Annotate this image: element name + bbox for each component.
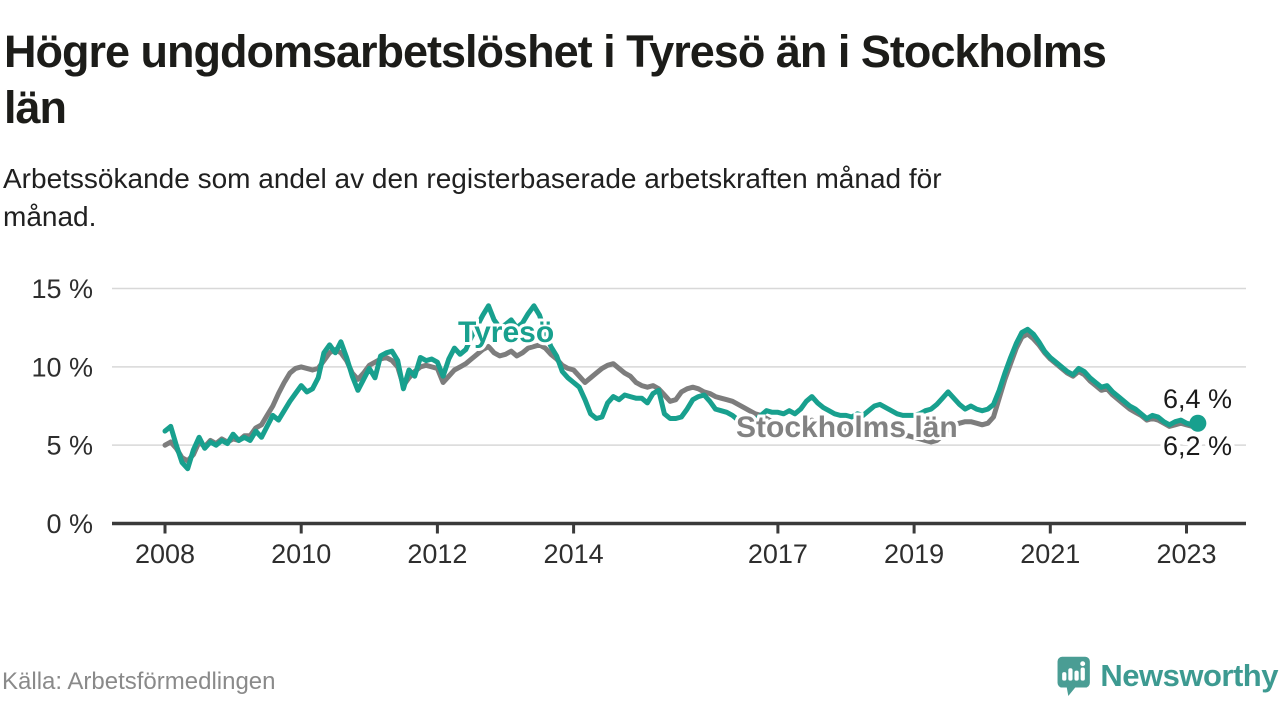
x-axis-label-2017: 2017 [748,539,808,569]
y-axis-label-0: 0 % [46,509,93,539]
end-value-label-stockholms-lan: 6,2 % [1163,431,1232,461]
x-axis-label-2010: 2010 [271,539,331,569]
title-line-2: län [4,82,67,133]
y-axis-label-15: 15 % [31,274,93,304]
newsworthy-logo-icon [1057,656,1090,697]
speech-bubble-shape [1057,656,1090,697]
line-tyres- [162,303,1201,472]
x-axis-label-2019: 2019 [884,539,944,569]
x-axis-label-2008: 2008 [135,539,195,569]
bar-medium [1068,668,1073,681]
bar-large [1074,670,1079,681]
source-note: Källa: Arbetsförmedlingen [2,668,276,695]
series-label-tyreso: Tyresö [458,316,554,349]
bar-small [1062,672,1067,681]
chart-subtitle: Arbetssökande som andel av den registerb… [3,160,1213,236]
exclamation-bar [1080,667,1085,681]
page-title: Högre ungdomsarbetslöshet i Tyresö än i … [4,24,1276,136]
exclamation-dot [1080,661,1086,667]
end-value-label-tyreso: 6,4 % [1163,384,1232,414]
x-axis-label-2021: 2021 [1020,539,1080,569]
end-dot-tyresö [1189,414,1207,432]
x-axis-label-2012: 2012 [407,539,467,569]
y-axis-label-5: 5 % [46,431,93,461]
x-axis-label-2014: 2014 [544,539,604,569]
newsworthy-logo-text: Newsworthy [1100,658,1278,693]
subtitle-line-1: Arbetssökande som andel av den registerb… [3,163,942,194]
y-axis-label-10: 10 % [31,352,93,382]
title-line-1: Högre ungdomsarbetslöshet i Tyresö än i … [4,26,1107,77]
x-axis-label-2023: 2023 [1156,539,1216,569]
series-label-stockholms-lan: Stockholms län [736,411,958,444]
newsworthy-logo: Newsworthy [1056,648,1278,704]
subtitle-line-2: månad. [3,201,97,232]
